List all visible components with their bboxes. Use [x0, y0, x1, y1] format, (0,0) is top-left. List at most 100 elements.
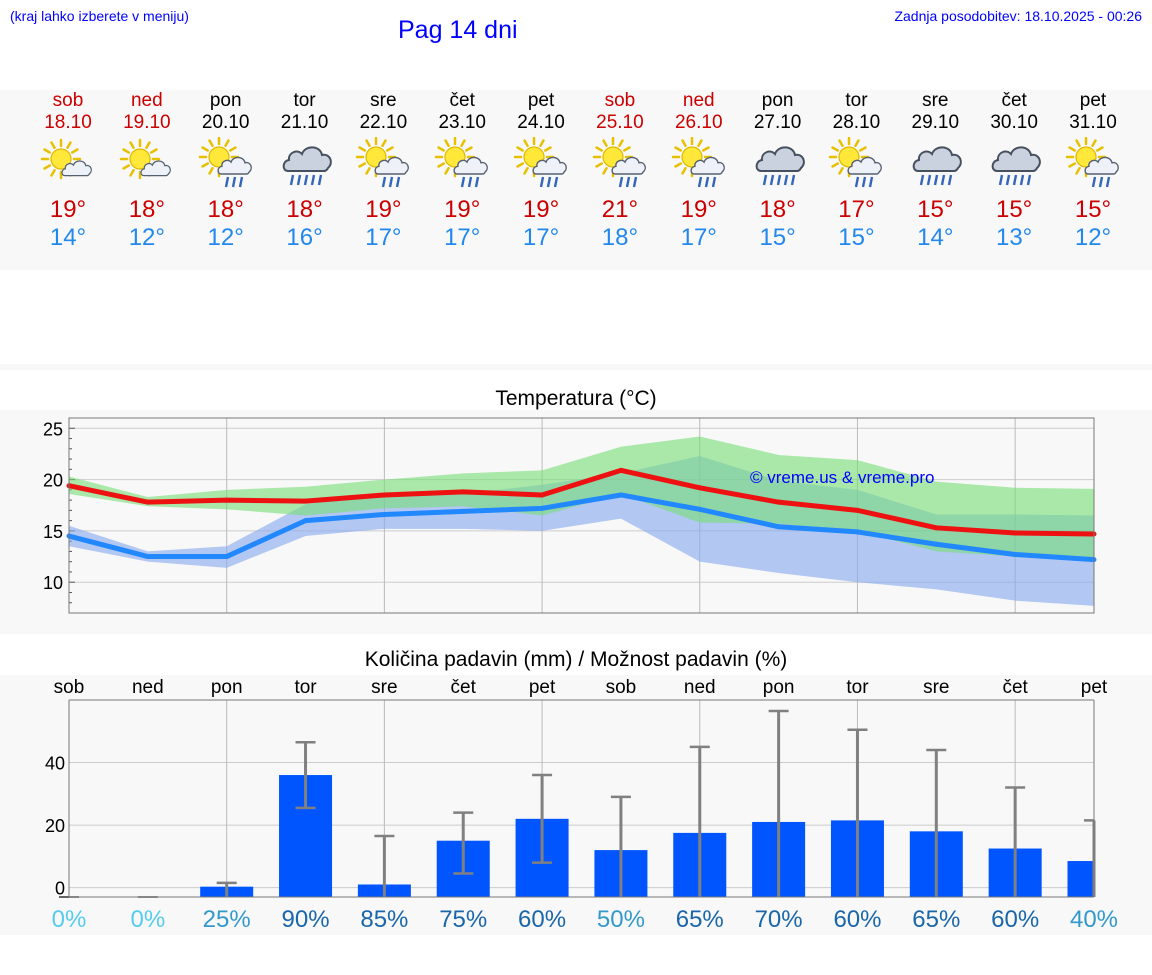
max-temperature-point: [460, 489, 466, 495]
day-forecast: sre 22.10 19° 17°: [343, 90, 423, 252]
day-date: 22.10: [359, 112, 408, 133]
y-tick-label: 15: [43, 522, 63, 542]
day-forecast: tor 28.10 17° 15°: [816, 90, 896, 252]
max-temperature: 19°: [444, 196, 481, 223]
sun-cloud-icon: [40, 138, 92, 180]
category-label: pon: [211, 677, 243, 698]
probability-label: 0%: [131, 906, 166, 933]
max-temperature: 18°: [207, 196, 244, 223]
probability-label: 60%: [833, 906, 881, 933]
day-forecast: pet 31.10 15° 12°: [1053, 90, 1133, 252]
max-temperature: 18°: [286, 196, 323, 223]
sun-cloud-rain-icon: [671, 137, 725, 188]
cloud-rain-icon: [912, 146, 963, 186]
day-date: 19.10: [123, 112, 171, 133]
day-date: 30.10: [990, 112, 1038, 133]
day-name: ned: [130, 90, 163, 111]
min-temperature-point: [460, 508, 466, 514]
probability-label: 50%: [597, 906, 645, 933]
min-temperature: 12°: [1074, 224, 1112, 251]
max-temperature-point: [381, 492, 387, 498]
probability-label: 0%: [52, 906, 87, 933]
day-name: pon: [209, 90, 242, 111]
category-label: sre: [371, 677, 397, 698]
rain-shape: [461, 176, 480, 188]
probability-label: 70%: [755, 906, 803, 933]
category-label: tor: [846, 677, 869, 698]
choose-location-link[interactable]: (kraj lahko izberete v meniju): [10, 8, 189, 24]
min-temperature: 12°: [207, 224, 244, 251]
page-title: Pag 14 dni: [398, 16, 518, 44]
rain-shape: [762, 174, 795, 186]
y-tick-label: 25: [43, 419, 63, 439]
category-label: sre: [923, 677, 949, 698]
max-temperature-point: [854, 507, 860, 513]
day-forecast: ned 19.10 18° 12°: [107, 90, 187, 252]
day-forecast: sob 25.10 21° 18°: [580, 90, 660, 252]
min-temperature-point: [618, 492, 624, 498]
max-temperature-point: [539, 492, 545, 498]
probability-label: 85%: [360, 906, 408, 933]
watermark: © vreme.us & vreme.pro: [750, 468, 934, 487]
category-label: pon: [763, 677, 795, 698]
cloud-shape: [374, 156, 410, 175]
sun-shape: [40, 138, 82, 180]
day-forecast: pet 24.10 19° 17°: [501, 90, 581, 252]
max-temperature-point: [224, 497, 230, 503]
min-temperature-line: [68, 492, 1095, 563]
probability-label: 90%: [282, 906, 330, 933]
day-forecast: sob 18.10 19° 14°: [28, 90, 108, 252]
min-temperature: 16°: [286, 224, 323, 251]
cloud-shape: [217, 156, 252, 175]
min-temperature: 17°: [444, 224, 481, 251]
rain-shape: [855, 176, 874, 188]
max-temperature-point: [776, 499, 782, 505]
min-temperature: 12°: [128, 224, 165, 251]
category-label: tor: [294, 677, 317, 698]
day-name: pet: [527, 90, 555, 111]
category-label: čet: [451, 677, 477, 698]
cloud-rain-icon: [755, 146, 805, 186]
cloud-shape: [755, 146, 805, 172]
day-forecast: tor 21.10 18° 16°: [265, 90, 345, 252]
max-temperature-point: [303, 498, 309, 504]
min-temperature: 17°: [522, 224, 560, 251]
day-date: 25.10: [596, 112, 644, 133]
day-date: 24.10: [517, 112, 565, 133]
day-date: 29.10: [911, 112, 960, 133]
probability-label: 65%: [676, 906, 724, 933]
min-temperature-point: [1012, 552, 1018, 557]
rain-shape: [1091, 176, 1111, 188]
y-tick-label: 0: [55, 879, 65, 899]
day-name: sob: [52, 90, 84, 111]
category-label: ned: [132, 677, 164, 698]
rain-shape: [920, 174, 953, 186]
day-forecast: pon 20.10 18° 12°: [186, 90, 266, 252]
day-name: tor: [293, 90, 316, 111]
probability-label: 60%: [991, 906, 1039, 933]
cloud-shape: [453, 156, 489, 175]
precipitation-bar: [1067, 861, 1094, 897]
probability-label: 25%: [203, 906, 251, 933]
cloud-shape: [611, 156, 646, 175]
category-label: pet: [529, 677, 556, 698]
category-label: čet: [1002, 677, 1028, 698]
sun-cloud-rain-icon: [198, 137, 252, 188]
day-date: 27.10: [753, 112, 802, 133]
min-temperature: 14°: [49, 224, 87, 251]
max-temperature: 18°: [759, 196, 796, 223]
sun-cloud-rain-icon: [356, 137, 410, 188]
day-date: 21.10: [280, 112, 329, 133]
day-name: pon: [761, 90, 794, 111]
y-tick-label: 10: [43, 573, 63, 593]
y-tick-label: 20: [43, 471, 63, 491]
day-name: sob: [604, 90, 636, 111]
min-temperature: 17°: [365, 224, 402, 251]
cloud-shape: [1084, 156, 1119, 175]
max-temperature: 19°: [49, 196, 87, 223]
min-temperature-point: [854, 529, 860, 535]
min-temperature-point: [933, 541, 939, 547]
cloud-rain-icon: [991, 146, 1041, 186]
max-temperature: 21°: [601, 196, 639, 223]
category-label: sob: [606, 677, 637, 698]
